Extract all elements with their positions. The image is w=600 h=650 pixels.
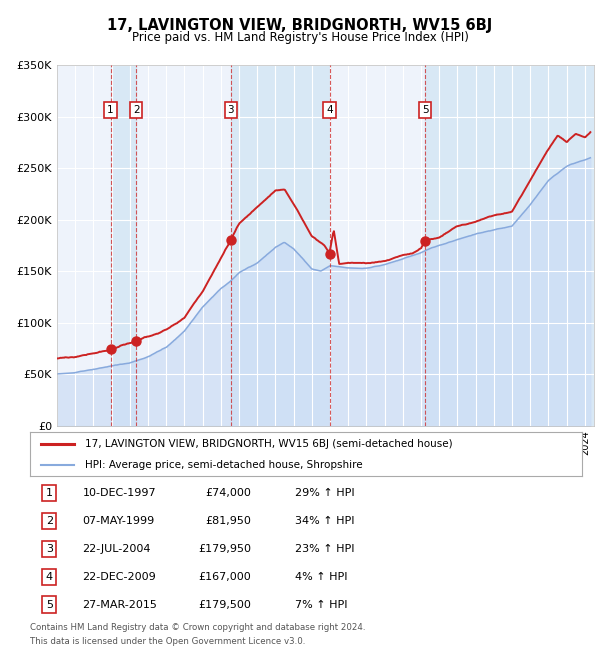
Text: £74,000: £74,000 [205,488,251,498]
Bar [425,65,594,426]
Text: 5: 5 [46,600,53,610]
Text: 5: 5 [422,105,428,115]
Text: 4: 4 [326,105,333,115]
Text: £179,500: £179,500 [198,600,251,610]
Text: £179,950: £179,950 [198,544,251,554]
Text: 4% ↑ HPI: 4% ↑ HPI [295,572,347,582]
Text: £81,950: £81,950 [205,516,251,526]
Text: 17, LAVINGTON VIEW, BRIDGNORTH, WV15 6BJ (semi-detached house): 17, LAVINGTON VIEW, BRIDGNORTH, WV15 6BJ… [85,439,453,449]
Text: 7% ↑ HPI: 7% ↑ HPI [295,600,347,610]
Text: 1: 1 [107,105,114,115]
Text: 34% ↑ HPI: 34% ↑ HPI [295,516,355,526]
Text: 22-JUL-2004: 22-JUL-2004 [82,544,151,554]
Text: 3: 3 [227,105,234,115]
Text: £167,000: £167,000 [198,572,251,582]
Text: 23% ↑ HPI: 23% ↑ HPI [295,544,355,554]
Text: 17, LAVINGTON VIEW, BRIDGNORTH, WV15 6BJ: 17, LAVINGTON VIEW, BRIDGNORTH, WV15 6BJ [107,18,493,33]
Text: 2: 2 [46,516,53,526]
Text: 07-MAY-1999: 07-MAY-1999 [82,516,155,526]
Text: 3: 3 [46,544,53,554]
Text: 29% ↑ HPI: 29% ↑ HPI [295,488,355,498]
Text: 2: 2 [133,105,139,115]
Text: 27-MAR-2015: 27-MAR-2015 [82,600,157,610]
Text: 1: 1 [46,488,53,498]
Text: This data is licensed under the Open Government Licence v3.0.: This data is licensed under the Open Gov… [30,637,305,646]
Text: 4: 4 [46,572,53,582]
Text: 10-DEC-1997: 10-DEC-1997 [82,488,156,498]
Text: Price paid vs. HM Land Registry's House Price Index (HPI): Price paid vs. HM Land Registry's House … [131,31,469,44]
Text: Contains HM Land Registry data © Crown copyright and database right 2024.: Contains HM Land Registry data © Crown c… [30,623,365,632]
Bar [231,65,329,426]
Text: HPI: Average price, semi-detached house, Shropshire: HPI: Average price, semi-detached house,… [85,460,363,470]
Text: 22-DEC-2009: 22-DEC-2009 [82,572,156,582]
Bar [110,65,136,426]
